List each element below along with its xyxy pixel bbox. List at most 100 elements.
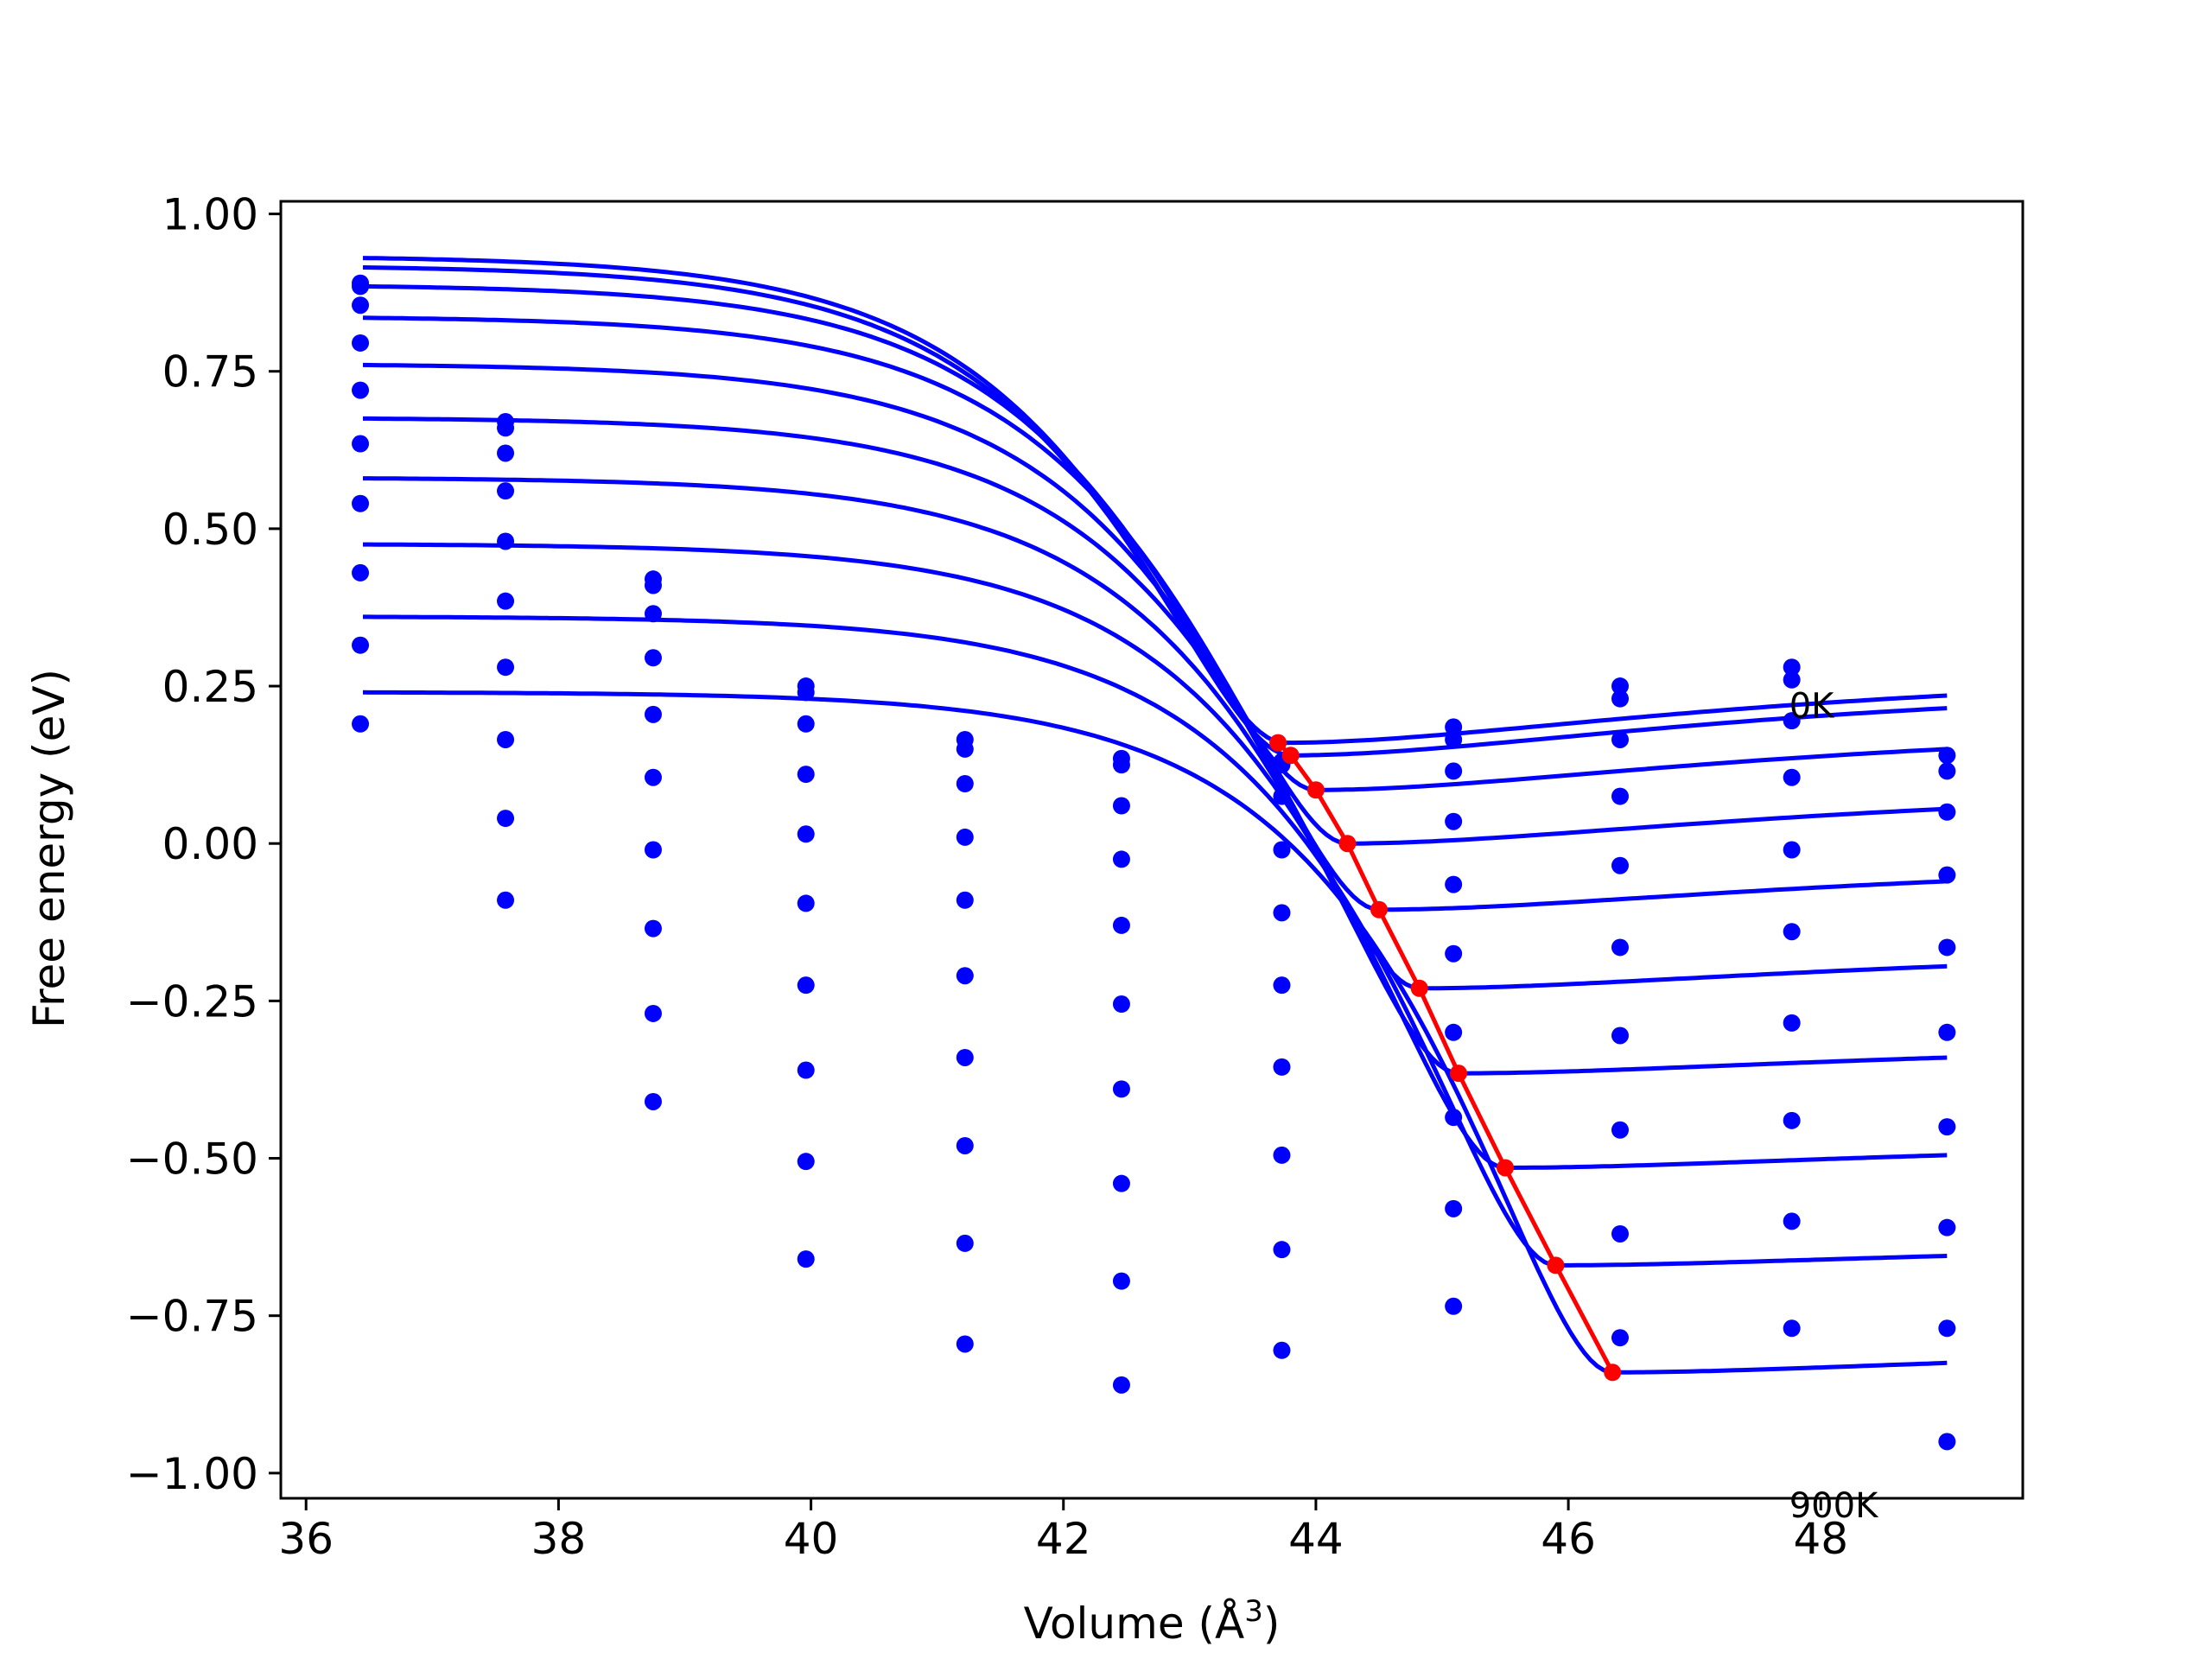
- minimum-point: [1370, 900, 1388, 918]
- data-point: [497, 810, 515, 828]
- data-point: [1938, 747, 1956, 765]
- data-point: [956, 740, 974, 758]
- y-tick-label: 0.25: [162, 662, 258, 712]
- data-point: [1611, 1121, 1629, 1139]
- data-point: [1938, 1319, 1956, 1338]
- data-point: [1783, 1319, 1801, 1338]
- data-point: [956, 1335, 974, 1353]
- data-point: [1273, 841, 1291, 859]
- minimum-point: [1306, 781, 1325, 799]
- data-point: [352, 563, 370, 582]
- data-point: [352, 334, 370, 352]
- data-point: [797, 1153, 815, 1171]
- minimum-point: [1497, 1159, 1515, 1177]
- x-axis-label-exponent: 3: [1244, 1594, 1263, 1629]
- minimum-point: [1449, 1065, 1467, 1083]
- data-points: [352, 274, 1956, 1451]
- data-point: [1445, 812, 1463, 830]
- data-point: [956, 1136, 974, 1154]
- data-point: [1783, 1111, 1801, 1129]
- fit-curve: [363, 542, 1948, 1170]
- data-point: [1445, 730, 1463, 748]
- data-point: [1783, 841, 1801, 859]
- data-point: [956, 828, 974, 846]
- data-point: [1112, 797, 1130, 815]
- data-point: [956, 967, 974, 985]
- x-tick-label: 48: [1793, 1514, 1848, 1564]
- data-point: [1938, 1218, 1956, 1236]
- minima-path: [1276, 741, 1615, 1374]
- y-tick-label: −0.25: [126, 976, 258, 1027]
- data-point: [1938, 866, 1956, 884]
- data-point: [1273, 976, 1291, 995]
- data-point: [1611, 1027, 1629, 1045]
- data-point: [956, 1234, 974, 1252]
- data-point: [1611, 690, 1629, 708]
- y-tick-label: 0.50: [162, 505, 258, 555]
- data-point: [956, 1048, 974, 1066]
- data-point: [497, 730, 515, 748]
- data-point: [1938, 803, 1956, 821]
- fit-curve: [362, 690, 1948, 1375]
- data-point: [352, 715, 370, 733]
- data-point: [1938, 762, 1956, 780]
- x-tick-label: 36: [278, 1514, 334, 1564]
- minimum-point: [1338, 835, 1357, 853]
- data-point: [1273, 904, 1291, 922]
- data-point: [1445, 1109, 1463, 1127]
- x-axis-label: Volume (Å3): [1024, 1594, 1281, 1649]
- data-point: [956, 774, 974, 792]
- minimum-point: [1547, 1256, 1565, 1274]
- y-axis-label: Free energy (eV): [24, 669, 74, 1028]
- data-point: [497, 592, 515, 610]
- data-point: [797, 1061, 815, 1079]
- data-point: [497, 444, 515, 462]
- x-axis-ticks: 36 38 40 42 44 46 48: [278, 1498, 1848, 1564]
- data-point: [644, 1092, 662, 1110]
- data-point: [1112, 850, 1130, 868]
- data-point: [1445, 944, 1463, 963]
- x-tick-label: 46: [1541, 1514, 1596, 1564]
- x-tick-label: 38: [531, 1514, 587, 1564]
- data-point: [644, 576, 662, 594]
- data-point: [797, 1250, 815, 1268]
- y-tick-label: −1.00: [126, 1449, 258, 1499]
- data-point: [1112, 1174, 1130, 1192]
- minima-line: [1269, 734, 1622, 1382]
- data-point: [1273, 1341, 1291, 1359]
- data-point: [644, 1004, 662, 1022]
- y-tick-label: −0.75: [126, 1292, 258, 1342]
- data-point: [1611, 856, 1629, 874]
- data-point: [352, 296, 370, 315]
- y-tick-label: −0.50: [126, 1135, 258, 1185]
- data-point: [1611, 938, 1629, 957]
- data-point: [644, 919, 662, 938]
- data-point: [644, 649, 662, 667]
- annotations: 0K 900K: [1789, 686, 1879, 1525]
- data-point: [352, 494, 370, 512]
- data-point: [1445, 762, 1463, 780]
- data-point: [1938, 1118, 1956, 1136]
- temperature-annotation: 900K: [1789, 1486, 1879, 1526]
- data-point: [1611, 677, 1629, 696]
- data-point: [1938, 1433, 1956, 1451]
- data-point: [1112, 1080, 1130, 1098]
- minimum-point: [1281, 747, 1300, 765]
- y-tick-label: 1.00: [162, 190, 258, 240]
- data-point: [1783, 1212, 1801, 1230]
- fit-curves: [362, 256, 1948, 1375]
- data-point: [1783, 768, 1801, 786]
- data-point: [1445, 1023, 1463, 1041]
- y-tick-label: 0.75: [162, 347, 258, 397]
- x-axis-label-close: ): [1263, 1599, 1281, 1649]
- data-point: [797, 894, 815, 912]
- data-point: [1445, 1199, 1463, 1217]
- data-point: [1112, 916, 1130, 934]
- minimum-point: [1410, 979, 1428, 997]
- x-tick-label: 44: [1288, 1514, 1344, 1564]
- x-tick-label: 40: [784, 1514, 839, 1564]
- fit-curve: [363, 476, 1948, 1076]
- data-point: [1273, 1146, 1291, 1164]
- data-point: [644, 605, 662, 623]
- x-tick-label: 42: [1036, 1514, 1091, 1564]
